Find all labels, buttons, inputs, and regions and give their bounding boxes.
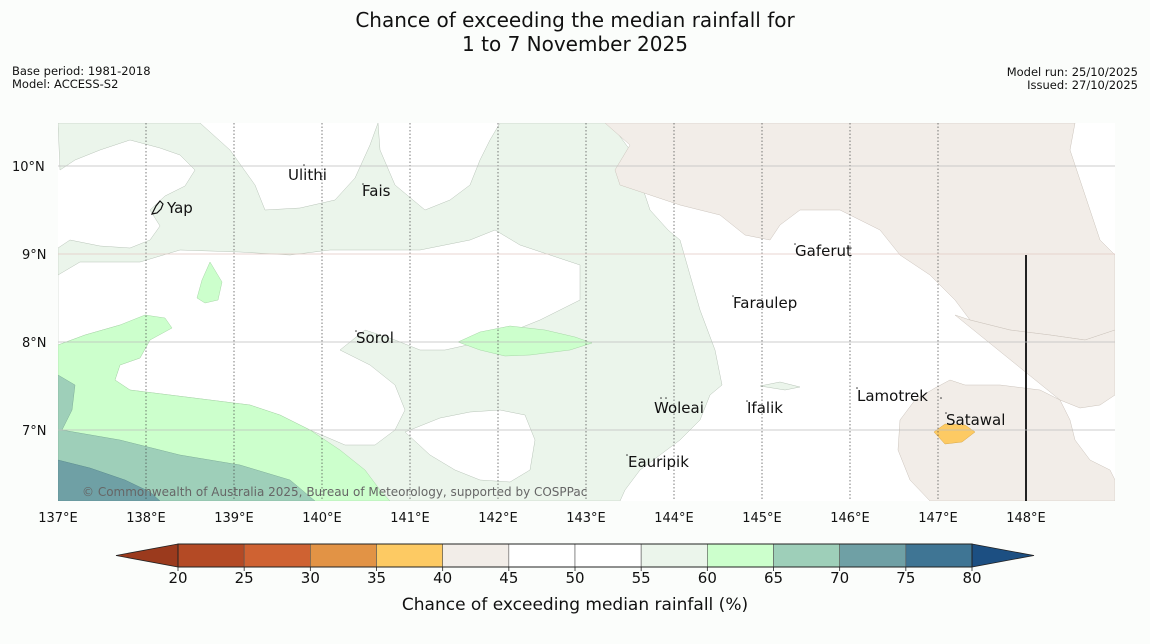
base-period: Base period: 1981-2018: [12, 64, 151, 78]
colorbar-tick-label: 55: [632, 569, 651, 587]
colorbar-under-arrow: [115, 543, 179, 568]
colorbar-bin-70-75: [839, 543, 907, 568]
colorbar-bin-50-55: [574, 543, 642, 568]
colorbar-tick-label: 40: [433, 569, 452, 587]
lon-label-140e: 140°E: [302, 511, 342, 526]
region-40-45: [604, 123, 1115, 341]
title-line-1: Chance of exceeding the median rainfall …: [355, 8, 795, 32]
place-woleai: Woleai: [654, 399, 704, 417]
colorbar-tick-label: 80: [962, 569, 981, 587]
place-yap: Yap: [166, 199, 193, 217]
lat-label-10n: 10°N: [12, 160, 45, 175]
colorbar-tick-label: 45: [499, 569, 518, 587]
colorbar-tick-label: 30: [301, 569, 320, 587]
lon-label-138e: 138°E: [126, 511, 166, 526]
lon-label-144e: 144°E: [654, 511, 694, 526]
region-40-45-bottom: [897, 314, 1115, 501]
title-line-2: 1 to 7 November 2025: [462, 32, 688, 56]
map-title: Chance of exceeding the median rainfall …: [0, 8, 1150, 56]
lon-label-146e: 146°E: [830, 511, 870, 526]
island-markers: [303, 164, 947, 456]
yap-island-shape: [150, 200, 164, 215]
lat-label-9n: 9°N: [22, 248, 47, 263]
issued-date: Issued: 27/10/2025: [1027, 78, 1138, 92]
region-60-65-small: [196, 261, 223, 304]
colorbar-bin-25-30: [243, 543, 311, 568]
colorbar-title: Chance of exceeding median rainfall (%): [402, 595, 748, 615]
lon-label-141e: 141°E: [390, 511, 430, 526]
place-lamotrek: Lamotrek: [857, 387, 928, 405]
meta-left: Base period: 1981-2018 Model: ACCESS-S2: [12, 65, 151, 91]
longitude-labels: 137°E 138°E 139°E 140°E 141°E 142°E 143°…: [38, 511, 1046, 526]
copyright-notice: © Commonwealth of Australia 2025, Bureau…: [82, 485, 587, 499]
model-run: Model run: 25/10/2025: [1006, 65, 1138, 79]
lat-label-8n: 8°N: [22, 336, 47, 351]
colorbar-tick-label: 70: [830, 569, 849, 587]
colorbar-over-arrow: [971, 543, 1035, 568]
place-eauripik: Eauripik: [628, 453, 689, 471]
colorbar-bin-40-45: [442, 543, 510, 568]
colorbar: 20 25 30 35 40 45 50 55 60 65 70 75 80: [115, 543, 1035, 587]
lon-label-137e: 137°E: [38, 511, 78, 526]
lon-label-139e: 139°E: [214, 511, 254, 526]
colorbar-bin-55-60: [640, 543, 708, 568]
parallel-lines: [58, 165, 1115, 431]
colorbar-tick-label: 50: [565, 569, 584, 587]
colorbar-bin-20-25: [177, 543, 245, 568]
colorbar-bin-35-40: [376, 543, 443, 568]
colorbar-tick-label: 35: [367, 569, 386, 587]
colorbar-tick-label: 60: [698, 569, 717, 587]
colorbar-bin-30-35: [310, 543, 377, 568]
colorbar-bin-45-50: [508, 543, 576, 568]
colorbar-bin-65-70: [773, 543, 840, 568]
lat-label-7n: 7°N: [22, 424, 47, 439]
map-area: Ulithi Fais Yap Gaferut Faraulep Sorol L…: [58, 123, 1115, 501]
region-45-55-bottom: [404, 409, 536, 483]
lon-label-148e: 148°E: [1006, 511, 1046, 526]
colorbar-tick-label: 25: [235, 569, 254, 587]
region-70-75: [58, 459, 161, 501]
place-faraulep: Faraulep: [733, 294, 797, 312]
place-satawal: Satawal: [946, 411, 1005, 429]
colorbar-tick-label: 75: [896, 569, 915, 587]
lon-label-147e: 147°E: [918, 511, 958, 526]
latitude-labels: 10°N 9°N 8°N 7°N: [12, 160, 47, 439]
region-60-65-middle: [457, 325, 593, 357]
colorbar-tick-label: 20: [168, 569, 187, 587]
meridian-lines: [145, 123, 939, 501]
place-fais: Fais: [362, 182, 391, 200]
colorbar-bin-75-80: [905, 543, 973, 568]
region-35-40: [933, 423, 976, 445]
place-ulithi: Ulithi: [288, 166, 327, 184]
lon-label-145e: 145°E: [742, 511, 782, 526]
place-sorol: Sorol: [356, 329, 394, 347]
model-name: Model: ACCESS-S2: [12, 77, 119, 91]
lon-label-142e: 142°E: [478, 511, 518, 526]
place-ifalik: Ifalik: [747, 399, 783, 417]
lon-label-143e: 143°E: [566, 511, 606, 526]
region-55-60-small: [759, 381, 801, 391]
region-65-70: [58, 374, 316, 501]
colorbar-tick-label: 65: [764, 569, 783, 587]
meta-right: Model run: 25/10/2025 Issued: 27/10/2025: [1007, 66, 1138, 92]
place-gaferut: Gaferut: [795, 242, 852, 260]
colorbar-bin-60-65: [707, 543, 774, 568]
